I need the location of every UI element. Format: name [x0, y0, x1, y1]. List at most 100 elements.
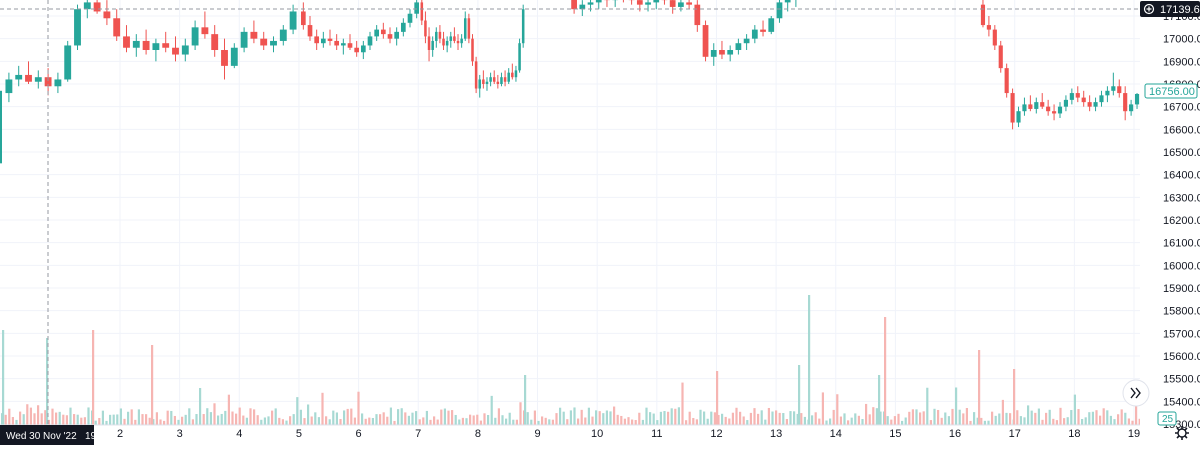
volume-bar — [609, 411, 611, 425]
volume-bar — [95, 421, 97, 425]
volume-bar — [483, 413, 485, 425]
add-alert-button[interactable] — [1142, 2, 1156, 16]
candle-body — [401, 23, 406, 32]
volume-bar — [573, 407, 575, 425]
candle-body — [1046, 107, 1050, 112]
volume-bar — [635, 420, 637, 425]
candle-body — [760, 30, 766, 32]
volume-bar — [854, 413, 856, 425]
candle-body — [211, 34, 218, 50]
volume-bar — [69, 408, 71, 425]
volume-bar — [681, 383, 683, 425]
candle-body — [453, 36, 456, 41]
volume-bar — [458, 420, 460, 425]
volume-bar — [314, 412, 316, 425]
volume-bar — [905, 418, 907, 425]
y-tick-label: 15700.00 — [1163, 328, 1200, 340]
volume-bar — [775, 410, 777, 425]
volume-bar — [80, 418, 82, 425]
volume-bar — [415, 411, 417, 425]
volume-bar — [948, 416, 950, 425]
volume-bar — [581, 410, 583, 425]
volume-bar — [408, 416, 410, 425]
volume-bar — [87, 407, 89, 425]
volume-bar — [984, 421, 986, 425]
volume-bar — [1023, 417, 1025, 425]
candle-body — [645, 2, 651, 4]
candle-body — [201, 27, 208, 34]
volume-bar — [127, 412, 129, 425]
volume-bar — [318, 417, 320, 425]
volume-bar — [716, 371, 718, 425]
candle-body — [35, 77, 42, 82]
volume-bar — [1027, 405, 1029, 425]
volume-bar — [465, 418, 467, 425]
volume-bar — [8, 409, 10, 425]
volume-bar — [41, 413, 43, 425]
volume-bar — [1128, 418, 1130, 425]
candle-body — [260, 39, 267, 46]
scroll-to-realtime-button[interactable] — [1123, 380, 1149, 406]
volume-bar — [181, 417, 183, 425]
volume-bar — [426, 411, 428, 425]
candle-body — [1105, 91, 1109, 96]
volume-bar — [732, 413, 734, 425]
time-axis[interactable] — [0, 425, 1140, 445]
volume-bar — [750, 413, 752, 425]
candle-body — [361, 45, 366, 52]
volume-bar — [1020, 416, 1022, 425]
candle-body — [94, 2, 101, 11]
candle-body — [381, 30, 386, 35]
volume-bar — [656, 420, 658, 425]
volume-bar — [199, 388, 201, 425]
candle-body — [515, 70, 518, 77]
volume-bar — [527, 412, 529, 425]
volume-bar — [919, 412, 921, 425]
volume-bar — [1067, 417, 1069, 425]
volume-bar — [876, 408, 878, 425]
volume-bar — [37, 405, 39, 425]
volume-bar — [638, 413, 640, 425]
volume-bar — [1052, 419, 1054, 425]
candle-body — [1117, 86, 1121, 93]
volume-bar — [1110, 416, 1112, 425]
crosshair-price-label: 17139.67 — [1160, 4, 1200, 16]
candle-body — [250, 32, 257, 39]
volume-bar — [77, 415, 79, 425]
volume-bar — [667, 412, 669, 425]
volume-bar — [350, 409, 352, 425]
volume-bar — [300, 410, 302, 425]
volume-bar — [156, 412, 158, 425]
candle-body — [439, 32, 442, 39]
candle-body — [1028, 104, 1032, 109]
volume-bar — [1031, 411, 1033, 425]
candle-body — [1082, 98, 1086, 103]
y-tick-label: 15600.00 — [1163, 351, 1200, 363]
volume-bar — [422, 417, 424, 425]
volume-bar — [798, 365, 800, 425]
volume-bar — [440, 410, 442, 425]
candle-body — [428, 36, 431, 50]
volume-bar — [764, 420, 766, 425]
volume-bar — [501, 415, 503, 425]
volume-bar — [998, 413, 1000, 425]
volume-bar — [534, 411, 536, 425]
candle-body — [314, 36, 319, 43]
volume-bar — [631, 420, 633, 425]
candle-body — [785, 0, 791, 2]
volume-bar — [1016, 410, 1018, 425]
volume-bar — [473, 415, 475, 425]
candle-body — [1058, 107, 1062, 114]
volume-bar — [995, 416, 997, 425]
volume-bar — [696, 419, 698, 425]
candle-body — [460, 39, 463, 44]
volume-bar — [746, 420, 748, 425]
volume-bar — [361, 413, 363, 425]
volume-bar — [491, 396, 493, 425]
volume-bar — [177, 420, 179, 425]
candle-body — [172, 48, 179, 55]
candle-body — [744, 39, 750, 44]
crosshair-date-label: Wed 30 Nov '22 19:00 — [6, 431, 110, 442]
